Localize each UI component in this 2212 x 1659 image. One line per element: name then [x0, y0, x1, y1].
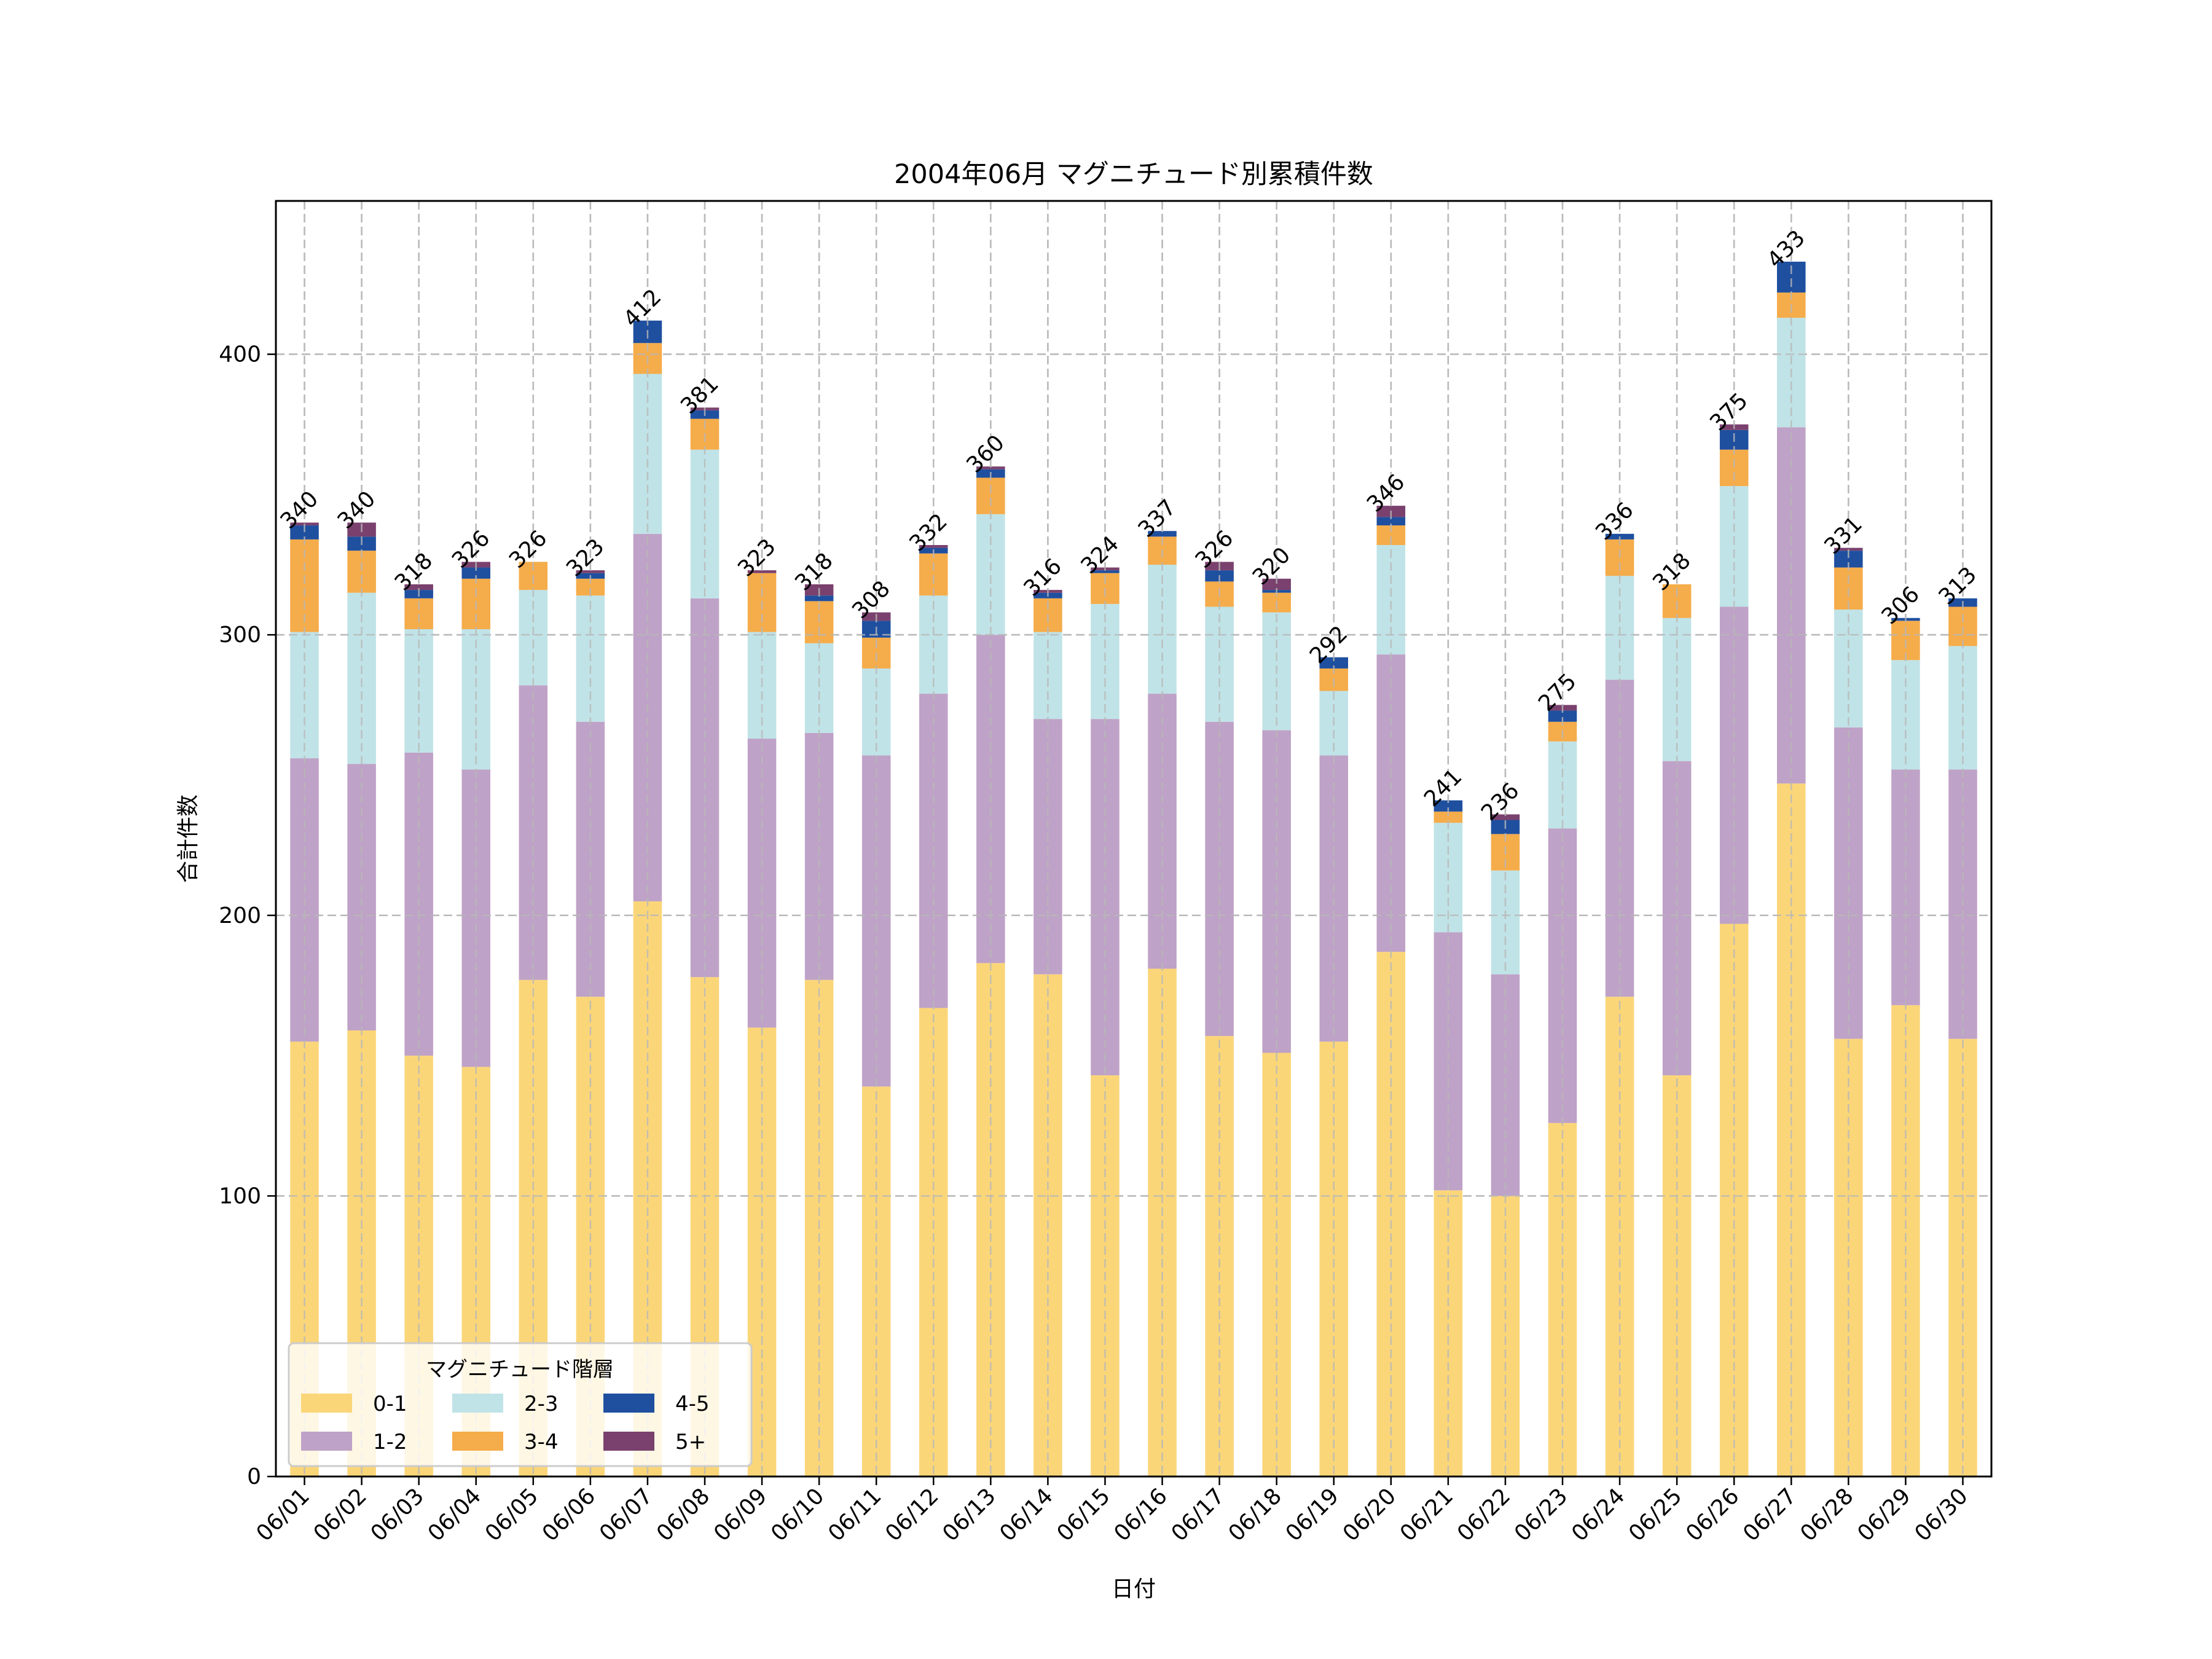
bar-segment-1-2	[1433, 932, 1463, 1191]
legend-swatch-2-3	[452, 1394, 503, 1413]
legend: マグニチュード階層 0-1 1-2 2-3 3-4 4-5 5+	[288, 1342, 753, 1467]
bar-segment-5plus	[1834, 547, 1863, 551]
legend-label: 1-2	[373, 1430, 407, 1454]
bar-segment-3-4	[1719, 449, 1749, 487]
legend-items: 0-1 1-2 2-3 3-4 4-5 5+	[301, 1392, 710, 1454]
bar-segment-4-5	[1091, 570, 1120, 573]
bar-segment-1-2	[1834, 727, 1863, 1039]
y-tick-label: 400	[219, 342, 261, 367]
bar-segment-4-5	[1319, 657, 1348, 669]
bar-segment-4-5	[804, 595, 834, 602]
bar-segment-0-1	[861, 1086, 891, 1477]
bar-segment-5plus	[576, 570, 605, 573]
legend-label: 3-4	[524, 1430, 559, 1454]
axes-frame	[275, 200, 1993, 1478]
y-axis-label: 合計件数	[176, 794, 201, 883]
legend-label: 4-5	[675, 1392, 710, 1416]
bar-segment-5plus	[747, 570, 777, 573]
x-axis-label: 日付	[1112, 1577, 1156, 1602]
y-tick-label: 100	[219, 1183, 261, 1209]
bar-segment-2-3	[1376, 545, 1406, 655]
legend-swatch-1-2	[301, 1432, 352, 1451]
legend-label: 5+	[675, 1430, 706, 1454]
bar-segment-5plus	[919, 545, 948, 548]
legend-title: マグニチュード階層	[426, 1357, 614, 1382]
bar-segment-1-2	[519, 685, 548, 980]
legend-label: 2-3	[524, 1392, 559, 1416]
bar-segment-0-1	[1205, 1036, 1234, 1477]
legend-label: 0-1	[373, 1392, 407, 1416]
bar-segment-4-5	[1433, 800, 1463, 812]
bar-segment-4-5	[1148, 531, 1177, 537]
y-axis: 0 100 200 300 400	[219, 342, 276, 1489]
bar-segment-4-5	[1376, 517, 1406, 526]
bar-segment-5plus	[1262, 578, 1291, 590]
bar-segment-4-5	[1548, 710, 1577, 722]
bar-segment-2-3	[1891, 660, 1920, 770]
y-tick-label: 300	[219, 622, 261, 648]
legend-swatch-3-4	[452, 1432, 503, 1451]
bar-segment-1-2	[1148, 694, 1177, 969]
bar-segment-5plus	[404, 584, 433, 590]
chart-title: 2004年06月 マグニチュード別累積件数	[894, 159, 1373, 190]
bar-segment-4-5	[290, 525, 319, 539]
bar-segment-1-2	[861, 755, 891, 1087]
y-tick-label: 200	[219, 903, 261, 928]
y-tick-label: 0	[247, 1464, 261, 1489]
bar-segment-4-5	[461, 567, 490, 579]
legend-swatch-5plus	[603, 1432, 654, 1451]
legend-swatch-0-1	[301, 1394, 352, 1413]
bar-segment-5plus	[976, 466, 1005, 469]
bar-segment-2-3	[1662, 618, 1692, 761]
bar-segment-2-3	[1205, 606, 1234, 722]
legend-swatch-4-5	[603, 1394, 654, 1413]
bar-segment-5plus	[1491, 814, 1520, 820]
bar-segment-3-4	[1948, 606, 1977, 646]
bar-segment-3-4	[976, 477, 1005, 514]
bar-segment-3-4	[1433, 811, 1463, 823]
